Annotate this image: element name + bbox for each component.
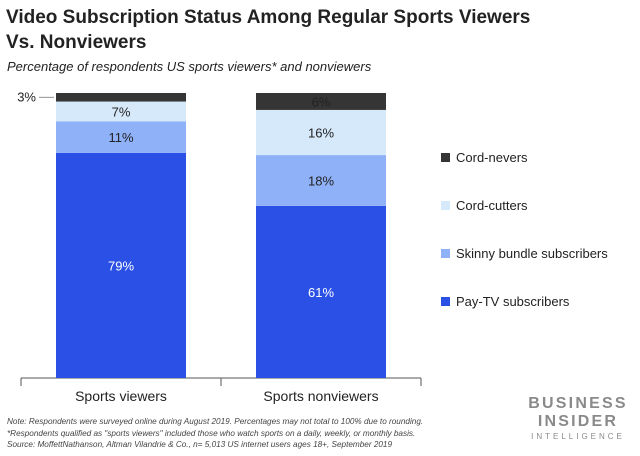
data-label-pay-tv-subscribers-0: 79% bbox=[108, 258, 134, 273]
chart-notes: Note: Respondents were surveyed online d… bbox=[7, 416, 517, 451]
chart-title-line-2: Vs. Nonviewers bbox=[6, 32, 147, 53]
data-label-cord-cutters-1: 16% bbox=[308, 126, 334, 141]
bar-segment-pay-tv-subscribers-0 bbox=[56, 152, 186, 378]
brand-logo: BUSINESS INSIDER INTELLIGENCE bbox=[522, 395, 634, 443]
legend-swatch bbox=[441, 249, 450, 258]
x-tick-label-0: Sports viewers bbox=[75, 388, 167, 404]
bar-segment-cord-cutters-0 bbox=[56, 101, 186, 122]
brand-line-2: INSIDER bbox=[537, 413, 619, 430]
legend-item-cord-cutters: Cord-cutters bbox=[441, 198, 528, 213]
chart-title-line-1: Video Subscription Status Among Regular … bbox=[6, 7, 531, 28]
chart-title: Video Subscription Status Among Regular … bbox=[6, 5, 606, 55]
bar-segment-cord-nevers-0 bbox=[56, 93, 186, 102]
brand-line-1: BUSINESS bbox=[528, 395, 628, 412]
data-label-cord-nevers-0: 3% bbox=[17, 89, 36, 104]
x-tick-label-1: Sports nonviewers bbox=[263, 388, 378, 404]
legend-item-skinny-bundle-subscribers: Skinny bundle subscribers bbox=[441, 246, 608, 261]
legend-item-cord-nevers: Cord-nevers bbox=[441, 150, 528, 165]
chart-subtitle: Percentage of respondents US sports view… bbox=[7, 59, 372, 74]
legend-item-pay-tv-subscribers: Pay-TV subscribers bbox=[441, 294, 569, 309]
data-label-skinny-bundle-subscribers-1: 18% bbox=[308, 173, 334, 188]
legend-swatch bbox=[441, 201, 450, 210]
source-line: Source: MoffettNathanson, Altman Vilandr… bbox=[7, 440, 393, 449]
data-label-skinny-bundle-subscribers-0: 11% bbox=[108, 130, 133, 145]
brand-line-3: INTELLIGENCE bbox=[531, 432, 625, 441]
bar-segment-cord-nevers-1 bbox=[256, 93, 386, 110]
bar-segment-skinny-bundle-subscribers-1 bbox=[256, 155, 386, 206]
bar-segment-pay-tv-subscribers-1 bbox=[256, 205, 386, 378]
legend-label: Cord-cutters bbox=[456, 198, 528, 213]
legend-swatch bbox=[441, 153, 450, 162]
bar-segment-cord-cutters-1 bbox=[256, 109, 386, 156]
bar-segment-skinny-bundle-subscribers-0 bbox=[56, 121, 186, 153]
legend-label: Skinny bundle subscribers bbox=[456, 246, 608, 261]
legend-label: Cord-nevers bbox=[456, 150, 528, 165]
data-label-cord-nevers-1: 6% bbox=[312, 94, 331, 109]
legend-label: Pay-TV subscribers bbox=[456, 294, 570, 309]
data-label-pay-tv-subscribers-1: 61% bbox=[308, 285, 334, 300]
legend-swatch bbox=[441, 297, 450, 306]
note-line-2: *Respondents qualified as "sports viewer… bbox=[7, 428, 416, 438]
note-line-1: Note: Respondents were surveyed online d… bbox=[7, 417, 424, 426]
data-label-cord-cutters-0: 7% bbox=[112, 105, 131, 120]
